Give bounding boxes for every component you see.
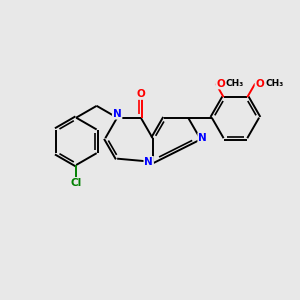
Text: Cl: Cl bbox=[70, 178, 82, 188]
Text: CH₃: CH₃ bbox=[265, 79, 284, 88]
Text: N: N bbox=[113, 109, 122, 119]
Text: O: O bbox=[216, 79, 225, 88]
Text: CH₃: CH₃ bbox=[226, 79, 244, 88]
Text: O: O bbox=[136, 89, 145, 99]
Text: N: N bbox=[144, 157, 153, 167]
Text: N: N bbox=[198, 133, 207, 143]
Text: O: O bbox=[256, 79, 264, 88]
